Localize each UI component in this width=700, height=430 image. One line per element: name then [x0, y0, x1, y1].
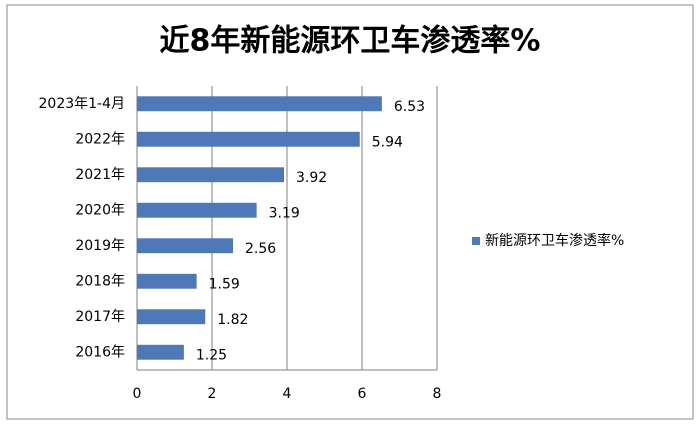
x-tick-label: 6 [358, 386, 367, 402]
value-label: 1.25 [196, 347, 227, 363]
x-tick-label: 4 [283, 386, 292, 402]
y-tick-label: 2018年 [75, 273, 125, 289]
value-label: 1.59 [209, 276, 240, 292]
value-label: 2.56 [245, 241, 276, 257]
y-tick-label: 2019年 [75, 238, 125, 254]
y-tick-label: 2023年1-4月 [39, 96, 126, 112]
chart-title: 近8年新能源环卫车渗透率% [160, 24, 541, 59]
bar [137, 96, 382, 112]
bar [137, 273, 197, 289]
value-label: 3.92 [296, 170, 327, 186]
bar [137, 309, 206, 325]
value-label: 1.82 [217, 312, 248, 328]
value-label: 5.94 [372, 134, 403, 150]
legend-label: 新能源环卫车渗透率% [485, 232, 624, 249]
y-tick-label: 2016年 [75, 344, 125, 360]
bar [137, 202, 257, 218]
y-tick-label: 2022年 [75, 131, 125, 147]
bar [137, 167, 284, 183]
x-tick-label: 8 [433, 386, 442, 402]
y-tick-label: 2017年 [75, 309, 125, 325]
value-label: 6.53 [394, 99, 425, 115]
bar [137, 131, 360, 147]
bar [137, 344, 184, 360]
x-tick-label: 2 [208, 386, 217, 402]
value-label: 3.19 [269, 205, 300, 221]
chart-border [6, 4, 694, 420]
y-tick-label: 2021年 [75, 167, 125, 183]
x-tick-label: 0 [133, 386, 142, 402]
y-tick-label: 2020年 [75, 202, 125, 218]
legend-swatch [472, 237, 480, 245]
bar [137, 238, 233, 254]
